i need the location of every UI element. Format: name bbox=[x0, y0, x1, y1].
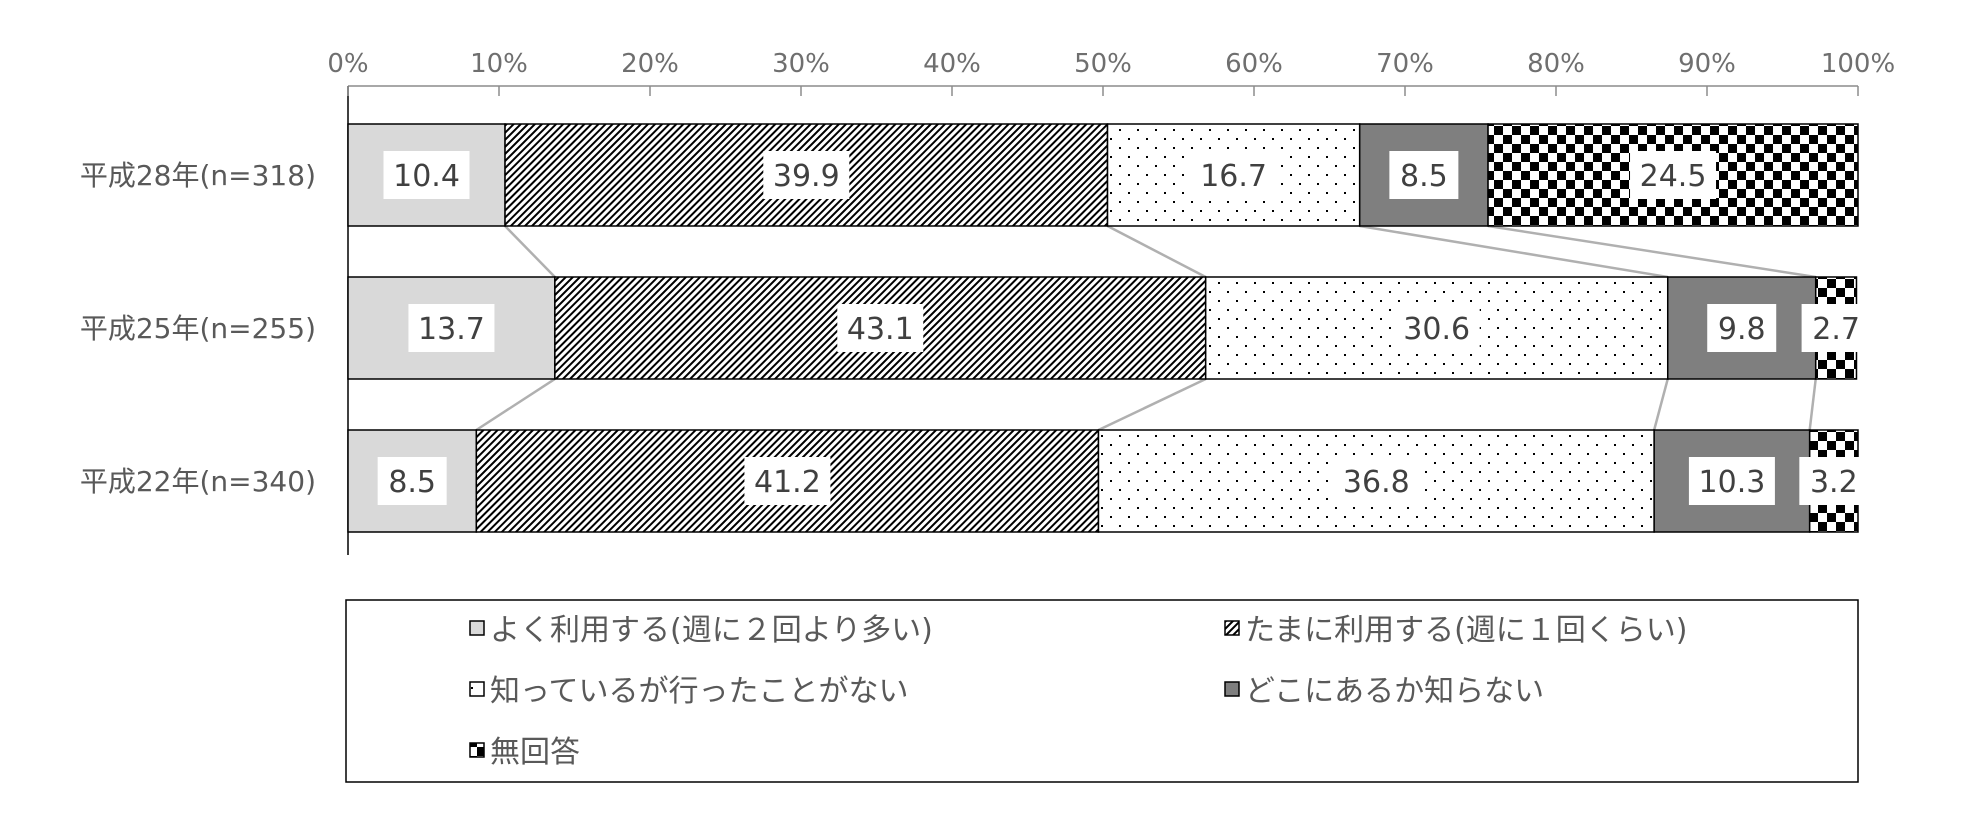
series-line bbox=[1808, 378, 1817, 431]
data-label: 30.6 bbox=[1403, 312, 1470, 347]
category-label: 平成22年(n=340) bbox=[80, 465, 316, 498]
x-tick-label: 40% bbox=[923, 49, 981, 79]
legend-box bbox=[345, 599, 1859, 783]
data-label: 10.4 bbox=[393, 159, 460, 194]
legend-swatch bbox=[469, 620, 485, 636]
data-labels: 10.4 39.9 16.7 8.5 24.5 13.7 43.1 30.6 9.8 2.7 8.5… bbox=[377, 151, 1871, 505]
data-label: 8.5 bbox=[1400, 159, 1448, 194]
series-line bbox=[475, 377, 556, 432]
series-line bbox=[504, 225, 556, 278]
data-label-box bbox=[408, 304, 495, 352]
data-label: 39.9 bbox=[773, 159, 840, 194]
data-label-box bbox=[377, 457, 447, 505]
legend-swatch bbox=[1224, 620, 1240, 636]
x-tick-label: 10% bbox=[470, 49, 528, 79]
data-label-box bbox=[837, 304, 924, 352]
category-label: 平成28年(n=318) bbox=[80, 159, 316, 192]
category-labels: 平成28年(n=318) 平成25年(n=255) 平成22年(n=340) bbox=[80, 159, 316, 498]
data-label-box bbox=[1333, 457, 1420, 505]
series-line bbox=[1652, 378, 1669, 431]
data-label: 9.8 bbox=[1718, 312, 1766, 347]
legend-label: 無回答 bbox=[490, 735, 580, 770]
legend-label: たまに利用する(週に１回くらい) bbox=[1245, 613, 1688, 648]
legend-label: よく利用する(週に２回より多い) bbox=[490, 613, 933, 648]
x-tick-label: 50% bbox=[1074, 49, 1132, 79]
series-lines bbox=[475, 224, 1817, 432]
series-line bbox=[1106, 224, 1207, 279]
data-label-box bbox=[1389, 151, 1459, 199]
data-label-box bbox=[744, 457, 831, 505]
x-tick-label: 20% bbox=[621, 49, 679, 79]
x-tick-label: 30% bbox=[772, 49, 830, 79]
data-label-box bbox=[1630, 151, 1717, 199]
data-label-box bbox=[383, 151, 470, 199]
data-label: 10.3 bbox=[1699, 465, 1766, 500]
data-label: 24.5 bbox=[1640, 159, 1707, 194]
legend: よく利用する(週に２回より多い) たまに利用する(週に１回くらい) 知っているが行っ… bbox=[345, 599, 1859, 783]
data-label-box bbox=[1707, 304, 1777, 352]
data-label-box bbox=[1801, 304, 1871, 352]
series-line bbox=[1097, 377, 1207, 432]
data-label-box bbox=[763, 151, 850, 199]
data-label: 3.2 bbox=[1810, 465, 1858, 500]
x-tick-label: 80% bbox=[1527, 49, 1585, 79]
series-line bbox=[1487, 224, 1816, 279]
legend-swatch bbox=[1224, 681, 1240, 697]
data-label: 41.2 bbox=[754, 465, 821, 500]
x-axis: 0% 10% 20% 30% 40% 50% 60% 70% 80% 90% 100% bbox=[327, 49, 1895, 555]
legend-label: どこにあるか知らない bbox=[1245, 674, 1544, 709]
x-tick-label: 90% bbox=[1678, 49, 1736, 79]
data-label-box bbox=[1688, 457, 1775, 505]
data-label: 36.8 bbox=[1343, 465, 1410, 500]
x-tick-label: 60% bbox=[1225, 49, 1283, 79]
x-tick-label: 100% bbox=[1821, 49, 1895, 79]
legend-label: 知っているが行ったことがない bbox=[490, 674, 909, 709]
data-label-box bbox=[1190, 151, 1277, 199]
data-label: 13.7 bbox=[418, 312, 485, 347]
legend-swatch bbox=[469, 742, 485, 758]
data-label: 43.1 bbox=[847, 312, 914, 347]
data-label: 2.7 bbox=[1812, 312, 1860, 347]
data-label: 8.5 bbox=[388, 465, 436, 500]
category-label: 平成25年(n=255) bbox=[80, 312, 316, 345]
x-tick-label: 70% bbox=[1376, 49, 1434, 79]
data-label: 16.7 bbox=[1200, 159, 1267, 194]
data-label-box bbox=[1799, 457, 1869, 505]
legend-swatch bbox=[469, 681, 485, 697]
data-label-box bbox=[1393, 304, 1480, 352]
series-line bbox=[1359, 224, 1668, 279]
x-tick-label: 0% bbox=[327, 49, 368, 79]
